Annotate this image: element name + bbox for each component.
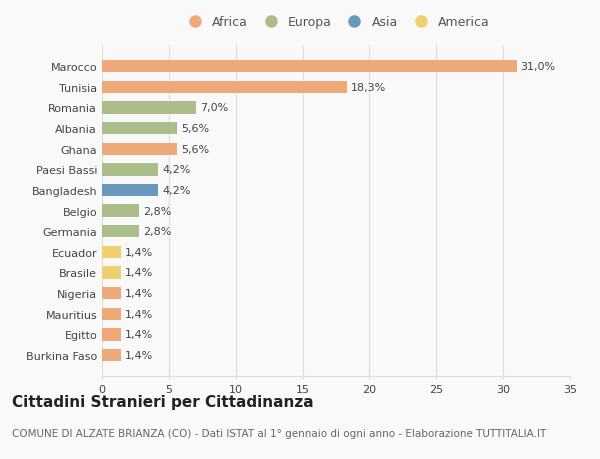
Text: Cittadini Stranieri per Cittadinanza: Cittadini Stranieri per Cittadinanza <box>12 394 314 409</box>
Text: 5,6%: 5,6% <box>181 145 209 154</box>
Bar <box>102 267 121 279</box>
Bar <box>102 205 139 217</box>
Bar <box>102 349 121 361</box>
Bar <box>102 164 158 176</box>
Bar <box>102 102 196 114</box>
Text: 1,4%: 1,4% <box>125 288 153 298</box>
Text: 1,4%: 1,4% <box>125 350 153 360</box>
Bar <box>102 82 347 94</box>
Text: 1,4%: 1,4% <box>125 309 153 319</box>
Bar <box>102 143 177 156</box>
Text: 4,2%: 4,2% <box>162 185 191 196</box>
Bar <box>102 287 121 300</box>
Text: 5,6%: 5,6% <box>181 124 209 134</box>
Text: 31,0%: 31,0% <box>521 62 556 72</box>
Bar <box>102 308 121 320</box>
Bar <box>102 329 121 341</box>
Text: 2,8%: 2,8% <box>143 206 172 216</box>
Bar <box>102 123 177 135</box>
Legend: Africa, Europa, Asia, America: Africa, Europa, Asia, America <box>178 12 494 33</box>
Text: 4,2%: 4,2% <box>162 165 191 175</box>
Bar <box>102 225 139 238</box>
Text: 18,3%: 18,3% <box>351 83 386 93</box>
Text: 1,4%: 1,4% <box>125 268 153 278</box>
Bar <box>102 61 517 73</box>
Bar <box>102 246 121 258</box>
Text: 1,4%: 1,4% <box>125 330 153 340</box>
Text: 7,0%: 7,0% <box>200 103 228 113</box>
Text: 1,4%: 1,4% <box>125 247 153 257</box>
Text: COMUNE DI ALZATE BRIANZA (CO) - Dati ISTAT al 1° gennaio di ogni anno - Elaboraz: COMUNE DI ALZATE BRIANZA (CO) - Dati IST… <box>12 428 546 438</box>
Text: 2,8%: 2,8% <box>143 227 172 237</box>
Bar <box>102 185 158 197</box>
